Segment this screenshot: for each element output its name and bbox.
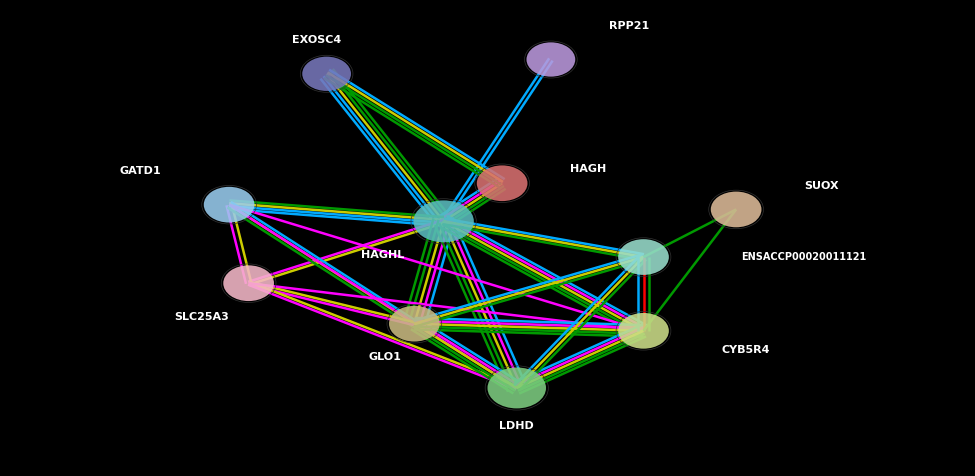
Text: CYB5R4: CYB5R4 bbox=[722, 345, 770, 355]
Ellipse shape bbox=[389, 306, 440, 342]
Ellipse shape bbox=[204, 187, 254, 223]
Text: SUOX: SUOX bbox=[804, 180, 839, 191]
Text: ENSACCP00020011121: ENSACCP00020011121 bbox=[741, 252, 866, 262]
Ellipse shape bbox=[302, 57, 351, 91]
Ellipse shape bbox=[413, 200, 474, 242]
Text: HAGH: HAGH bbox=[570, 164, 606, 174]
Ellipse shape bbox=[526, 42, 575, 77]
Ellipse shape bbox=[488, 367, 546, 408]
Ellipse shape bbox=[711, 191, 761, 228]
Text: RPP21: RPP21 bbox=[609, 21, 649, 31]
Ellipse shape bbox=[618, 239, 669, 275]
Text: GATD1: GATD1 bbox=[119, 166, 161, 177]
Text: SLC25A3: SLC25A3 bbox=[175, 311, 229, 322]
Ellipse shape bbox=[618, 313, 669, 348]
Text: HAGHL: HAGHL bbox=[362, 249, 405, 260]
Text: EXOSC4: EXOSC4 bbox=[292, 35, 341, 46]
Ellipse shape bbox=[223, 266, 274, 301]
Text: GLO1: GLO1 bbox=[369, 352, 402, 362]
Ellipse shape bbox=[477, 165, 527, 201]
Text: LDHD: LDHD bbox=[499, 421, 534, 431]
